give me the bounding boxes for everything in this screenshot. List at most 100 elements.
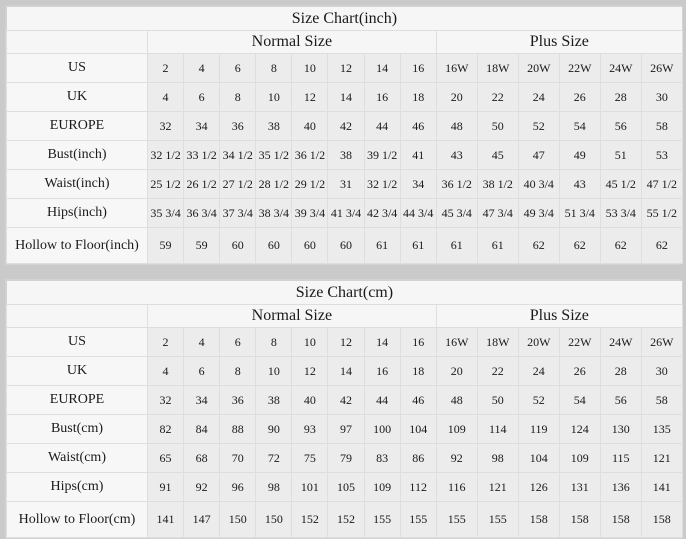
table-cell: 98 [476, 443, 519, 473]
group-row: Normal Size Plus Size [6, 304, 683, 328]
table-cell: 62 [558, 227, 601, 264]
table-cell: 26W [640, 53, 683, 83]
table-body: Size Chart(cm) Normal Size Plus Size US … [6, 280, 683, 538]
table-cell: 114 [476, 414, 519, 444]
table-cell: 41 [399, 140, 437, 170]
table-cell: 8 [219, 356, 257, 386]
table-cell: 40 [291, 111, 329, 141]
table-cell: 61 [435, 227, 478, 264]
table-cell: 53 [640, 140, 683, 170]
table-cell: 4 [146, 82, 185, 112]
table-cell: 22 [476, 356, 519, 386]
table-cell: 44 [363, 111, 401, 141]
table-cell: 36 [219, 111, 257, 141]
table-cell: 12 [327, 53, 365, 83]
table-cell: 6 [219, 327, 257, 357]
table-cell: 20W [517, 53, 560, 83]
table-cell: 47 3/4 [476, 198, 519, 228]
table-cell: 24W [599, 53, 642, 83]
table-cell: 86 [399, 443, 437, 473]
table-cell: 82 [146, 414, 185, 444]
table-cell: 16 [363, 356, 401, 386]
table-row: Hips(cm) 91 92 96 98 101 105 109 112 116… [6, 472, 683, 502]
table-cell: 8 [255, 327, 293, 357]
table-cell: 25 1/2 [146, 169, 185, 199]
table-cell: 51 3/4 [558, 198, 601, 228]
table-cell: 4 [183, 53, 221, 83]
table-cell: 152 [291, 501, 329, 538]
table-cell: 150 [219, 501, 257, 538]
table-cell: 50 [476, 385, 519, 415]
table-cell: 10 [291, 327, 329, 357]
table-cell: 28 1/2 [255, 169, 293, 199]
table-cell: 31 [327, 169, 365, 199]
table-cell: 26 1/2 [183, 169, 221, 199]
table-cell: 37 3/4 [219, 198, 257, 228]
table-row: EUROPE 32 34 36 38 40 42 44 46 48 50 52 … [6, 385, 683, 415]
table-cell: 48 [435, 385, 478, 415]
table-cell: 36 1/2 [291, 140, 329, 170]
table-row: Waist(cm) 65 68 70 72 75 79 83 86 92 98 … [6, 443, 683, 473]
table-cell: 39 3/4 [291, 198, 329, 228]
table-cell: 34 1/2 [219, 140, 257, 170]
table-cell: 18 [399, 356, 437, 386]
table-cell: 60 [219, 227, 257, 264]
table-cell: 62 [640, 227, 683, 264]
table-cell: 32 [146, 385, 185, 415]
table-cell: 155 [476, 501, 519, 538]
table-cell: 22 [476, 82, 519, 112]
table-cell: 88 [219, 414, 257, 444]
table-cell: 96 [219, 472, 257, 502]
table-cell: 24W [599, 327, 642, 357]
row-label: UK [6, 356, 148, 386]
row-label: Hollow to Floor(inch) [6, 227, 148, 264]
title-row: Size Chart(inch) [6, 6, 683, 31]
table-cell: 98 [255, 472, 293, 502]
table-cell: 14 [327, 82, 365, 112]
table-cell: 6 [183, 82, 221, 112]
table-cell: 62 [517, 227, 560, 264]
corner-cell [6, 30, 148, 54]
table-cell: 58 [640, 385, 683, 415]
table-cell: 147 [183, 501, 221, 538]
table-cell: 35 1/2 [255, 140, 293, 170]
table-cell: 40 [291, 385, 329, 415]
table-cell: 8 [255, 53, 293, 83]
table-cell: 20 [435, 82, 478, 112]
row-label: Bust(cm) [6, 414, 148, 444]
table-cell: 158 [558, 501, 601, 538]
table-cell: 55 1/2 [640, 198, 683, 228]
table-cell: 12 [327, 327, 365, 357]
table-cell: 16W [435, 327, 478, 357]
row-label: EUROPE [6, 385, 148, 415]
table-cell: 38 [255, 111, 293, 141]
row-label: EUROPE [6, 111, 148, 141]
table-cell: 26 [558, 356, 601, 386]
table-row: Hollow to Floor(inch) 59 59 60 60 60 60 … [6, 227, 683, 264]
table-cell: 59 [146, 227, 185, 264]
table-cell: 34 [183, 111, 221, 141]
table-cell: 42 [327, 111, 365, 141]
table-cell: 150 [255, 501, 293, 538]
corner-cell [6, 304, 148, 328]
table-cell: 28 [599, 356, 642, 386]
table-row: Hollow to Floor(cm) 141 147 150 150 152 … [6, 501, 683, 538]
table-cell: 2 [146, 327, 185, 357]
table-cell: 10 [255, 82, 293, 112]
table-cell: 101 [291, 472, 329, 502]
table-cell: 61 [476, 227, 519, 264]
table-cell: 30 [640, 356, 683, 386]
table-cell: 109 [435, 414, 478, 444]
table-cell: 42 3/4 [363, 198, 401, 228]
table-cell: 97 [327, 414, 365, 444]
table-cell: 52 [517, 111, 560, 141]
title-row: Size Chart(cm) [6, 280, 683, 305]
table-cell: 158 [517, 501, 560, 538]
table-cell: 158 [640, 501, 683, 538]
group-header-normal-size: Normal Size [147, 304, 437, 328]
table-cell: 43 [558, 169, 601, 199]
row-label: Hips(cm) [6, 472, 148, 502]
table-cell: 84 [183, 414, 221, 444]
table-cell: 22W [558, 53, 601, 83]
table-cell: 131 [558, 472, 601, 502]
